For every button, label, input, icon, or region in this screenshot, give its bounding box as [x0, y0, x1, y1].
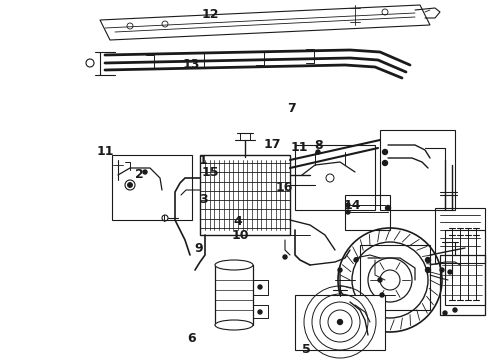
Circle shape — [258, 285, 262, 289]
Circle shape — [383, 149, 388, 154]
Text: 4: 4 — [233, 215, 242, 228]
Text: 1: 1 — [199, 154, 208, 167]
Bar — [345, 195, 390, 230]
Text: 9: 9 — [194, 242, 203, 255]
Bar — [215, 265, 253, 325]
Text: 14: 14 — [344, 199, 362, 212]
Bar — [360, 245, 430, 310]
Bar — [295, 295, 385, 350]
Text: 6: 6 — [187, 332, 196, 345]
Circle shape — [378, 278, 382, 282]
Circle shape — [283, 255, 287, 259]
Bar — [200, 155, 290, 235]
Text: 13: 13 — [182, 58, 200, 71]
Bar — [445, 230, 485, 305]
Text: 5: 5 — [302, 343, 311, 356]
Text: 16: 16 — [275, 181, 293, 194]
Text: 12: 12 — [202, 8, 220, 21]
Bar — [380, 130, 455, 210]
Text: 17: 17 — [263, 138, 281, 150]
Circle shape — [346, 203, 350, 207]
Circle shape — [338, 268, 342, 272]
Circle shape — [143, 170, 147, 174]
Bar — [435, 208, 485, 263]
Circle shape — [443, 311, 447, 315]
Text: 10: 10 — [231, 229, 249, 242]
Circle shape — [453, 308, 457, 312]
Bar — [295, 145, 375, 210]
Circle shape — [346, 210, 350, 214]
Circle shape — [425, 257, 431, 262]
Text: 15: 15 — [202, 166, 220, 179]
Text: 7: 7 — [287, 102, 296, 114]
Text: 2: 2 — [135, 168, 144, 181]
Text: 3: 3 — [199, 193, 208, 206]
Bar — [112, 155, 192, 220]
Circle shape — [316, 150, 320, 154]
Circle shape — [386, 206, 391, 211]
Circle shape — [425, 267, 431, 273]
Circle shape — [448, 270, 452, 274]
Circle shape — [380, 293, 384, 297]
Circle shape — [383, 161, 388, 166]
Circle shape — [258, 310, 262, 314]
Bar — [440, 255, 485, 315]
Text: 11: 11 — [290, 141, 308, 154]
Text: 8: 8 — [314, 139, 323, 152]
Text: 11: 11 — [97, 145, 114, 158]
Circle shape — [440, 268, 444, 272]
Circle shape — [354, 258, 358, 262]
Ellipse shape — [215, 320, 253, 330]
Polygon shape — [100, 5, 430, 40]
Circle shape — [338, 320, 343, 324]
Circle shape — [127, 183, 132, 188]
Ellipse shape — [215, 260, 253, 270]
